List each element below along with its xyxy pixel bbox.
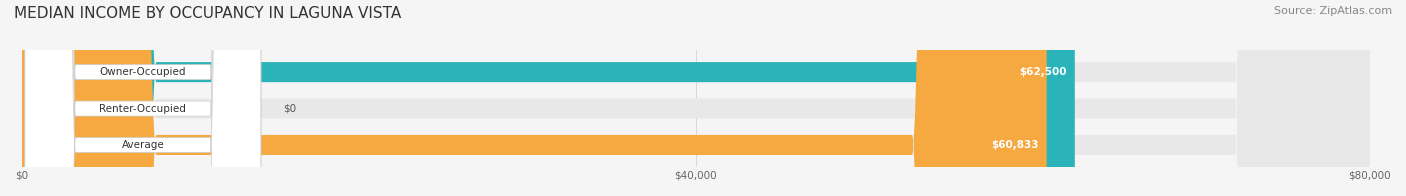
FancyBboxPatch shape [21, 0, 1074, 196]
Text: $62,500: $62,500 [1019, 67, 1066, 77]
Text: MEDIAN INCOME BY OCCUPANCY IN LAGUNA VISTA: MEDIAN INCOME BY OCCUPANCY IN LAGUNA VIS… [14, 6, 401, 21]
Text: $0: $0 [283, 103, 295, 113]
FancyBboxPatch shape [25, 0, 262, 196]
Text: $60,833: $60,833 [991, 140, 1038, 150]
FancyBboxPatch shape [21, 0, 1369, 196]
Text: Source: ZipAtlas.com: Source: ZipAtlas.com [1274, 6, 1392, 16]
FancyBboxPatch shape [21, 0, 1046, 196]
Text: Renter-Occupied: Renter-Occupied [100, 103, 187, 113]
Text: Average: Average [121, 140, 165, 150]
FancyBboxPatch shape [21, 0, 1369, 196]
FancyBboxPatch shape [25, 0, 262, 196]
FancyBboxPatch shape [21, 0, 1369, 196]
FancyBboxPatch shape [25, 0, 262, 196]
Text: Owner-Occupied: Owner-Occupied [100, 67, 186, 77]
